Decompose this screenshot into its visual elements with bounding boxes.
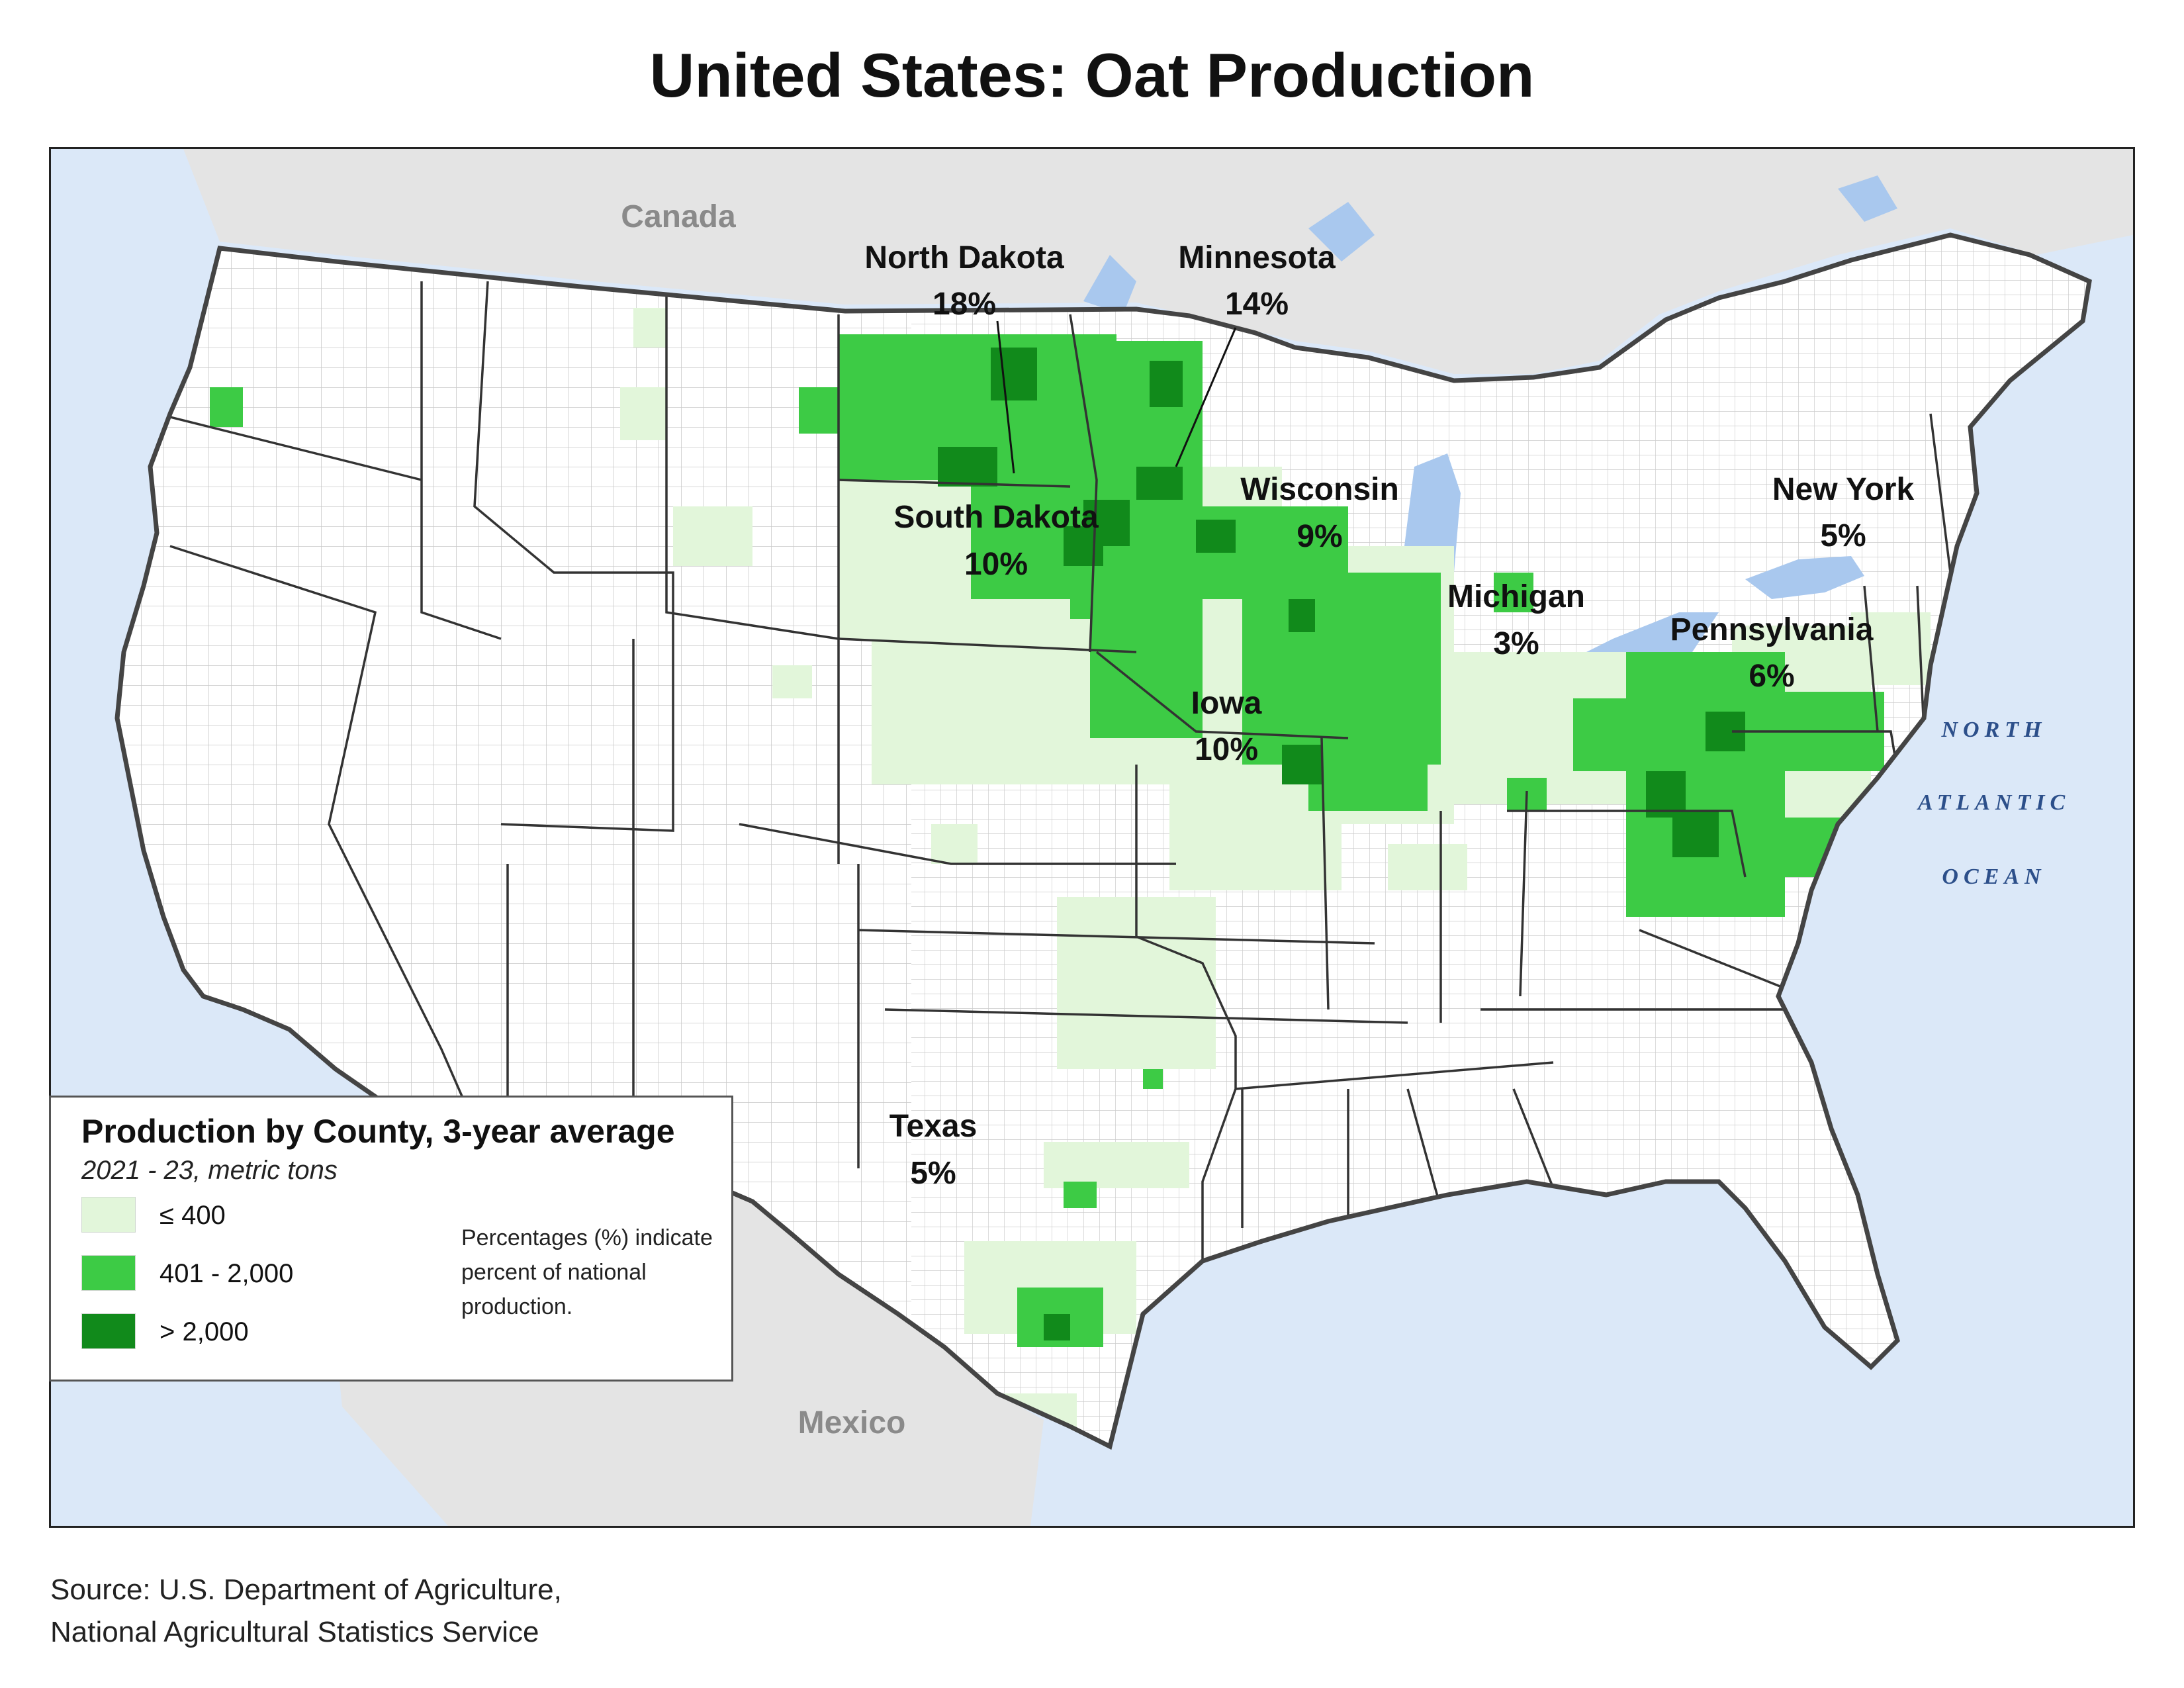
state-pct-minnesota: 14% xyxy=(1225,287,1289,322)
state-label-michigan: Michigan xyxy=(1447,579,1585,614)
legend-label-high: > 2,000 xyxy=(159,1317,249,1346)
state-label-wisconsin: Wisconsin xyxy=(1240,472,1399,507)
us-border xyxy=(114,232,2092,1450)
state-label-minnesota: Minnesota xyxy=(1178,240,1336,275)
state-pct-iowa: 10% xyxy=(1195,732,1258,767)
state-label-pennsylvania: Pennsylvania xyxy=(1670,612,1874,647)
map-title: United States: Oat Production xyxy=(649,40,1535,110)
county-fills xyxy=(210,308,1931,1446)
legend-note: Percentages (%) indicate percent of nati… xyxy=(461,1225,713,1319)
state-pct-michigan: 3% xyxy=(1493,626,1539,661)
map-frame: Canada Mexico NORTH ATLANTIC OCEAN North… xyxy=(49,147,2135,1528)
mexico-label: Mexico xyxy=(798,1405,906,1440)
state-pct-texas: 5% xyxy=(910,1156,956,1191)
legend-subtitle: 2021 - 23, metric tons xyxy=(81,1156,338,1185)
ocean-label-north: NORTH xyxy=(1941,718,2047,742)
map-canvas: Canada Mexico NORTH ATLANTIC OCEAN North… xyxy=(51,149,2133,1526)
state-pct-wisconsin: 9% xyxy=(1297,519,1342,554)
ocean-label-atlantic: ATLANTIC xyxy=(1917,790,2070,815)
source-note: Source: U.S. Department of Agriculture, … xyxy=(50,1569,562,1654)
state-label-south-dakota: South Dakota xyxy=(893,500,1099,535)
legend-swatch-low xyxy=(81,1197,136,1233)
legend-label-medium: 401 - 2,000 xyxy=(159,1259,294,1288)
map-legend: Production by County, 3-year average 202… xyxy=(49,1096,733,1382)
state-label-new-york: New York xyxy=(1772,472,1915,507)
state-label-texas: Texas xyxy=(889,1109,978,1144)
state-pct-north-dakota: 18% xyxy=(933,287,996,322)
canada-label: Canada xyxy=(621,199,736,234)
legend-title: Production by County, 3-year average xyxy=(81,1113,675,1150)
source-line-1: Source: U.S. Department of Agriculture, xyxy=(50,1573,562,1606)
state-pct-south-dakota: 10% xyxy=(964,547,1028,582)
state-pct-new-york: 5% xyxy=(1820,518,1866,553)
legend-swatch-high xyxy=(81,1313,136,1349)
state-pct-pennsylvania: 6% xyxy=(1749,659,1794,694)
legend-swatch-medium xyxy=(81,1255,136,1291)
state-label-iowa: Iowa xyxy=(1191,686,1262,721)
ocean-label-ocean: OCEAN xyxy=(1942,865,2046,889)
state-labels: North Dakota 18% Minnesota 14% South Dak… xyxy=(864,240,1914,1191)
source-line-2: National Agricultural Statistics Service xyxy=(50,1616,539,1648)
mn-leader-line xyxy=(1175,327,1237,467)
nd-leader-line xyxy=(996,320,1015,474)
legend-label-low: ≤ 400 xyxy=(159,1201,226,1230)
state-label-north-dakota: North Dakota xyxy=(864,240,1064,275)
